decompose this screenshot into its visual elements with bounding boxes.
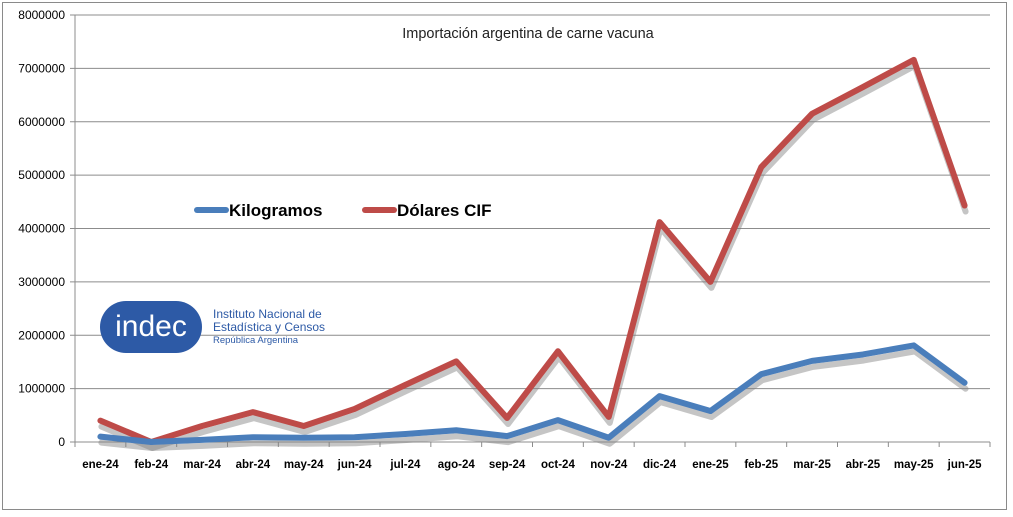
indec-logo-line1: Instituto Nacional de: [213, 307, 322, 321]
x-tick-label: mar-25: [793, 459, 831, 471]
x-tick-label: may-25: [894, 459, 934, 471]
y-tick-label: 4000000: [18, 222, 65, 236]
x-tick-label: ene-24: [82, 459, 119, 471]
legend-item-kilogramos: Kilogramos: [194, 201, 323, 220]
x-tick-label: nov-24: [590, 459, 628, 471]
x-tick-label: ago-24: [438, 459, 476, 471]
indec-logo-badge: [100, 301, 202, 353]
series-shadow-kilogramos: [98, 348, 969, 451]
gridlines: [75, 14, 990, 390]
y-tick-label: 8000000: [18, 8, 65, 22]
indec-logo-line2: Estadística y Censos: [213, 320, 325, 334]
indec-logo-word: indec: [115, 310, 187, 343]
x-tick-labels: ene-24 feb-24 mar-24 abr-24 may-24 jun-24 jul-…: [82, 459, 982, 471]
x-tick-label: jul-24: [389, 459, 421, 471]
x-tick-label: feb-24: [134, 459, 168, 471]
x-tick-label: jun-24: [337, 459, 372, 471]
x-tick-label: sep-24: [489, 459, 526, 471]
x-tick-label: mar-24: [183, 459, 221, 471]
series-line-dolares-cif: [97, 56, 968, 445]
y-tick-label: 7000000: [18, 61, 65, 75]
series-line-kilogramos: [97, 342, 968, 445]
legend: Kilogramos Dólares CIF: [194, 201, 491, 220]
y-tick-labels: 0 1000000 2000000 3000000 4000000 5000000 6000…: [18, 8, 65, 449]
y-tick-label: 3000000: [18, 275, 65, 289]
legend-label-kilogramos: Kilogramos: [229, 201, 323, 220]
x-tick-label: may-24: [284, 459, 324, 471]
series-shadow-dolares-cif: [98, 62, 969, 451]
x-tick-label: feb-25: [744, 459, 778, 471]
chart-frame: [2, 2, 1007, 510]
y-tick-label: 1000000: [18, 382, 65, 396]
indec-logo: indec Instituto Nacional de Estadística …: [100, 301, 325, 353]
chart-title: Importación argentina de carne vacuna: [402, 26, 654, 42]
y-tick-label: 2000000: [18, 328, 65, 342]
x-tick-label: oct-24: [541, 459, 575, 471]
x-tick-label: dic-24: [643, 459, 677, 471]
x-tick-label: abr-25: [846, 459, 881, 471]
legend-item-dolares-cif: Dólares CIF: [362, 201, 491, 220]
y-tick-label: 5000000: [18, 168, 65, 182]
x-tick-label: ene-25: [692, 459, 729, 471]
series-lines: [97, 56, 969, 451]
indec-logo-line3: República Argentina: [213, 335, 299, 346]
y-tick-label: 0: [58, 435, 65, 449]
x-tick-label: jun-25: [947, 459, 982, 471]
y-tick-label: 6000000: [18, 115, 65, 129]
x-tick-label: abr-24: [236, 459, 271, 471]
axes: [70, 14, 991, 447]
legend-label-dolares-cif: Dólares CIF: [397, 201, 491, 220]
